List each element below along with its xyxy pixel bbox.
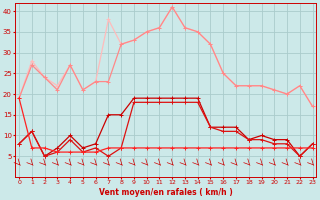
X-axis label: Vent moyen/en rafales ( km/h ): Vent moyen/en rafales ( km/h ) (99, 188, 233, 197)
